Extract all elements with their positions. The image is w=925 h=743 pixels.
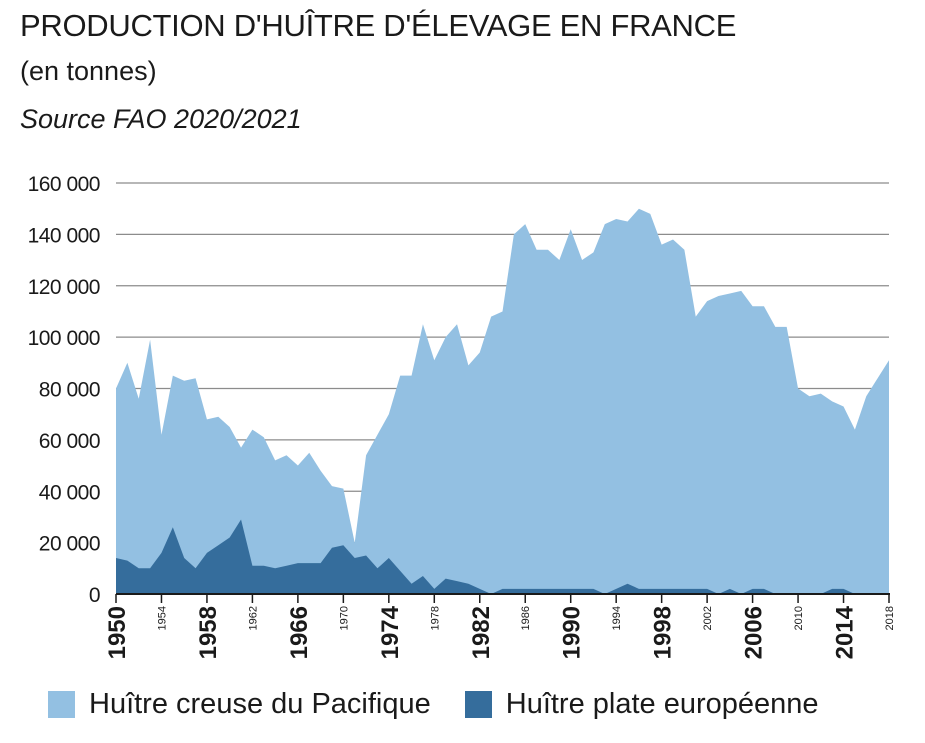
chart-legend: Huître creuse du Pacifique Huître plate … [48, 688, 853, 721]
y-tick-label: 140 000 [28, 224, 100, 247]
area-series-0 [116, 208, 889, 594]
x-tick-label-major: 1950 [104, 606, 131, 659]
legend-label-pacific: Huître creuse du Pacifique [89, 688, 431, 720]
chart-title: PRODUCTION D'HUÎTRE D'ÉLEVAGE EN FRANCE [20, 8, 737, 43]
x-tick-label-major: 2014 [832, 605, 859, 659]
x-tick-label-minor: 1994 [611, 606, 623, 630]
x-tick-label-major: 1966 [286, 606, 313, 659]
x-tick-label-minor: 1962 [247, 606, 259, 630]
area-chart: 0 20 000 40 000 60 000 80 000 100 000 120 000 1… [28, 173, 896, 659]
x-tick-label-minor: 1978 [429, 606, 441, 630]
y-tick-label: 20 000 [39, 533, 100, 556]
x-tick-label-minor: 1954 [156, 606, 168, 630]
y-tick-label: 120 000 [28, 276, 100, 299]
x-tick-label-major: 1958 [195, 606, 222, 659]
area-series-1 [116, 519, 889, 594]
legend-item-pacific: Huître creuse du Pacifique [48, 688, 431, 721]
legend-label-flat: Huître plate européenne [505, 688, 819, 720]
x-tick-label-major: 1990 [559, 606, 586, 659]
y-tick-label: 60 000 [39, 430, 100, 453]
x-tick-label-major: 1974 [377, 605, 404, 659]
legend-item-flat: Huître plate européenne [464, 688, 819, 721]
x-tick-label-minor: 2010 [793, 606, 805, 630]
x-tick-label-major: 2006 [741, 606, 768, 659]
x-tick-label-major: 1998 [650, 606, 677, 659]
chart-source: Source FAO 2020/2021 [20, 104, 302, 134]
x-tick-label-minor: 1986 [520, 606, 532, 630]
legend-swatch-flat [464, 691, 492, 718]
x-tick-label-minor: 2002 [702, 606, 714, 630]
y-tick-label: 100 000 [28, 327, 100, 350]
y-tick-label: 80 000 [39, 379, 100, 402]
legend-swatch-pacific [48, 691, 75, 718]
x-tick-label-major: 1982 [468, 606, 495, 659]
y-tick-label: 40 000 [39, 481, 100, 504]
x-tick-label-minor: 2018 [884, 606, 896, 630]
chart-subtitle: (en tonnes) [20, 56, 157, 86]
y-tick-label: 160 000 [28, 173, 100, 196]
y-tick-label: 0 [89, 584, 100, 607]
x-tick-label-minor: 1970 [338, 606, 350, 630]
